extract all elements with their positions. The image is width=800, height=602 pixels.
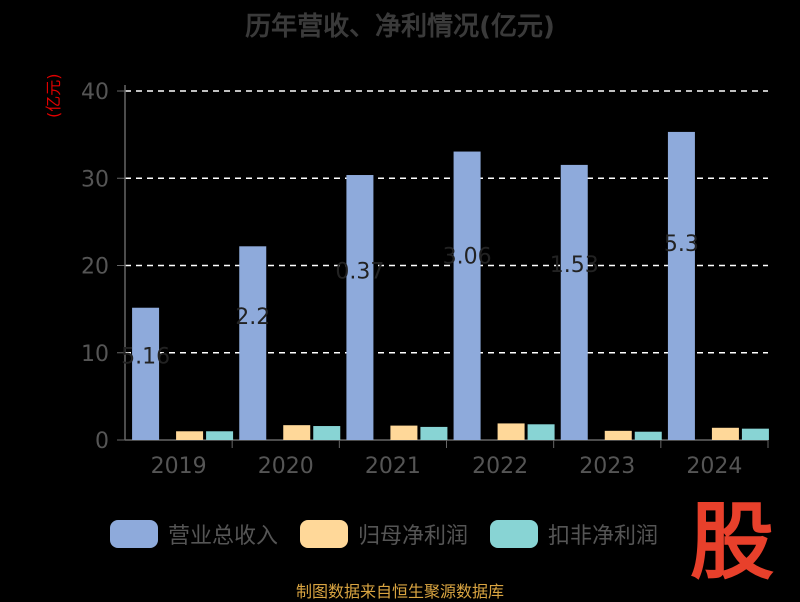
legend-swatch-revenue [110, 520, 158, 548]
x-tick-label: 2022 [472, 454, 528, 479]
y-tick-label: 40 [81, 80, 109, 105]
brand-logo: 股 [690, 492, 775, 591]
bar-value-label: 0.37 [335, 259, 384, 284]
bar-deducted-net-profit [206, 431, 234, 440]
bar-net-profit [711, 427, 739, 440]
legend-item-deducted-net-profit[interactable]: 扣非净利润 [490, 518, 658, 550]
bar-net-profit [497, 423, 525, 440]
bar-deducted-net-profit [634, 431, 662, 440]
bar-revenue [346, 175, 374, 441]
y-tick-label: 30 [81, 167, 109, 192]
bar-revenue [667, 131, 695, 440]
bar-net-profit [176, 431, 204, 440]
x-tick-label: 2023 [579, 454, 635, 479]
bar-value-label: 5.16 [121, 344, 170, 369]
bar-revenue [560, 164, 588, 440]
legend-item-net-profit[interactable]: 归母净利润 [300, 518, 468, 550]
y-axis-unit-label: (亿元) [44, 73, 63, 119]
data-source-note: 制图数据来自恒生聚源数据库 [295, 582, 504, 601]
bar-deducted-net-profit [420, 426, 448, 440]
bar-net-profit [283, 425, 311, 440]
bar-deducted-net-profit [313, 426, 341, 440]
bar-value-label: 1.53 [550, 253, 599, 278]
x-tick-label: 2019 [151, 454, 207, 479]
y-tick-label: 0 [95, 429, 109, 454]
bar-value-label: 5.3 [664, 232, 699, 257]
bar-net-profit [604, 430, 632, 440]
bar-revenue [132, 307, 160, 440]
legend-label-net-profit: 归母净利润 [358, 524, 469, 549]
x-tick-label: 2020 [258, 454, 314, 479]
bar-deducted-net-profit [741, 428, 769, 440]
legend-item-revenue[interactable]: 营业总收入 [110, 518, 278, 550]
bar-net-profit [390, 425, 418, 440]
legend: 营业总收入 归母净利润 扣非净利润 [110, 518, 658, 550]
y-tick-label: 10 [81, 342, 109, 367]
bar-revenue [239, 246, 267, 440]
y-tick-label: 20 [81, 255, 109, 280]
legend-swatch-deducted-net-profit [490, 520, 539, 548]
legend-swatch-net-profit [300, 520, 349, 548]
x-tick-label: 2024 [686, 454, 742, 479]
legend-label-deducted-net-profit: 扣非净利润 [548, 524, 659, 549]
bar-value-label: 3.06 [443, 244, 492, 269]
bar-revenue [453, 151, 481, 440]
bar-deducted-net-profit [527, 424, 555, 440]
x-tick-label: 2021 [365, 454, 421, 479]
chart-title: 历年营收、净利情况(亿元) [245, 12, 555, 42]
bar-value-label: 2.2 [235, 305, 270, 330]
legend-label-revenue: 营业总收入 [168, 524, 279, 549]
